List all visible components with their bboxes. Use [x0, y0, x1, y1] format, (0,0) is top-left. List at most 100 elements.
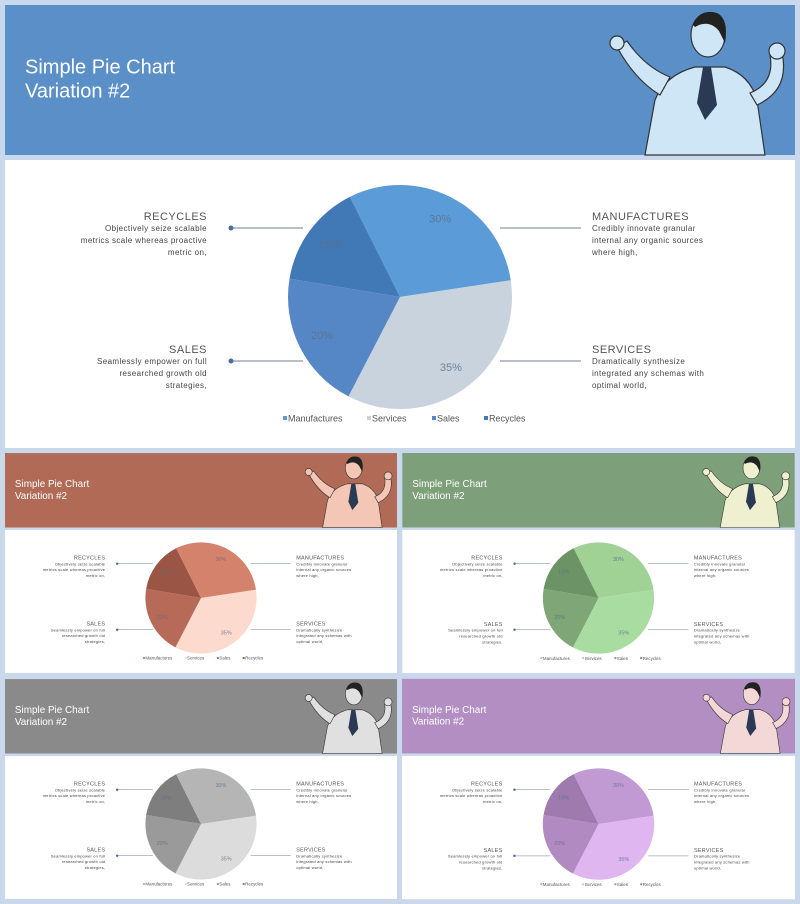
callout-heading: SALES [484, 848, 503, 854]
legend-label: Services [187, 656, 205, 661]
slice-label: 15% [558, 796, 569, 802]
callout-text: Credibly innovate granular [592, 224, 696, 233]
callout-heading: RECYCLES [144, 211, 207, 223]
figure-fist [768, 42, 786, 60]
legend-label: Recycles [643, 656, 662, 661]
pie-slice [176, 768, 256, 824]
legend-swatch [216, 657, 219, 660]
callout-text: Objectively seize scalable [55, 787, 106, 792]
slice-label: 35% [221, 857, 232, 863]
callout-text: Credibly innovate granular [694, 787, 746, 792]
figure-fist [609, 35, 625, 51]
callout-heading: SALES [86, 622, 105, 628]
callout-text: Dramatically synthesize [694, 627, 741, 632]
pie-slice [572, 589, 655, 654]
callout-text: researched growth old [119, 369, 207, 378]
legend-label: Sales [617, 656, 629, 661]
callout-heading: MANUFACTURES [694, 782, 742, 788]
callout-text: Credibly innovate granular [694, 561, 746, 566]
legend-label: Services [187, 882, 205, 887]
callout-text: strategies, [482, 865, 503, 870]
legend-label: Sales [437, 413, 460, 423]
figure-arm [308, 696, 336, 725]
callout-heading: SERVICES [694, 622, 724, 628]
legend-label: Sales [219, 656, 231, 661]
callout-heading: MANUFACTURES [296, 556, 344, 562]
pie-slice [573, 542, 654, 599]
figure-arm [706, 696, 734, 724]
legend-swatch [242, 883, 245, 886]
callout-text: metrics scale whereas proactive [440, 793, 503, 798]
figure-hair [346, 456, 363, 472]
slice-label: 15% [558, 570, 569, 576]
callout-text: Objectively seize scalable [452, 787, 503, 792]
callout-text: internal any organic sources [694, 793, 749, 798]
callout-text: metrics scale whereas proactive [81, 236, 207, 245]
callout-heading: SERVICES [694, 848, 724, 854]
figure-fist [702, 468, 711, 476]
legend-swatch [540, 657, 543, 660]
callout-heading: SERVICES [296, 622, 326, 628]
slice-label: 20% [554, 615, 565, 621]
slice-label: 35% [618, 631, 629, 637]
figure-hair [693, 11, 726, 44]
pie-slice [175, 815, 257, 880]
callout-text: researched growth old [459, 859, 502, 864]
figure-arm [308, 470, 336, 499]
slice-label: 30% [429, 213, 451, 225]
callout-text: where high, [296, 799, 319, 804]
callout-text: Seamlessly empower on full [448, 627, 503, 632]
legend-label: Manufactures [288, 413, 343, 423]
callout-heading: RECYCLES [471, 782, 503, 788]
legend-label: Recycles [489, 413, 526, 423]
callout-text: strategies, [85, 865, 105, 870]
callout-text: Objectively seize scalable [105, 224, 207, 233]
callout-heading: SALES [86, 848, 105, 854]
figure-tie [697, 67, 717, 120]
pie-slice [175, 589, 257, 654]
callout-text: researched growth old [62, 633, 105, 638]
callout-text: optimal world, [694, 639, 721, 644]
figure-tie [745, 483, 756, 511]
slide-title: Variation #2 [412, 717, 465, 728]
legend-swatch [216, 883, 219, 886]
slice-label: 35% [221, 631, 232, 637]
figure-fist [383, 697, 393, 707]
legend-swatch [614, 657, 617, 660]
pie-slice [542, 588, 599, 648]
slide-title: Variation #2 [15, 491, 68, 502]
callout-text: strategies, [166, 381, 207, 390]
pie-slice [572, 815, 655, 880]
slice-label: 30% [216, 557, 227, 563]
callout-dot [115, 562, 119, 565]
callout-text: metrics scale whereas proactive [440, 567, 503, 572]
callout-text: metric on, [483, 799, 502, 804]
callout-heading: MANUFACTURES [296, 782, 344, 788]
callout-text: where high, [296, 573, 319, 578]
slide-title: Variation #2 [412, 491, 465, 502]
legend-swatch [432, 416, 436, 420]
pie-slice [289, 196, 400, 297]
callout-text: researched growth old [459, 633, 502, 638]
pie-slice [145, 588, 201, 648]
pie-slice [543, 774, 599, 825]
callout-heading: RECYCLES [74, 782, 105, 788]
callout-text: integrated any schemas with [296, 859, 351, 864]
callout-text: integrated any schemas with [694, 859, 750, 864]
figure-fist [304, 694, 313, 702]
callout-text: metrics scale whereas proactive [43, 567, 106, 572]
legend-label: Manufactures [543, 882, 571, 887]
callout-text: metric on, [86, 573, 105, 578]
legend-label: Manufactures [145, 656, 173, 661]
callout-text: internal any organic sources [296, 567, 351, 572]
legend-swatch [582, 883, 585, 886]
figure-hair [346, 682, 363, 698]
slice-label: 20% [157, 615, 168, 621]
legend-label: Services [585, 882, 603, 887]
callout-text: Dramatically synthesize [296, 853, 343, 858]
legend-label: Sales [617, 882, 629, 887]
